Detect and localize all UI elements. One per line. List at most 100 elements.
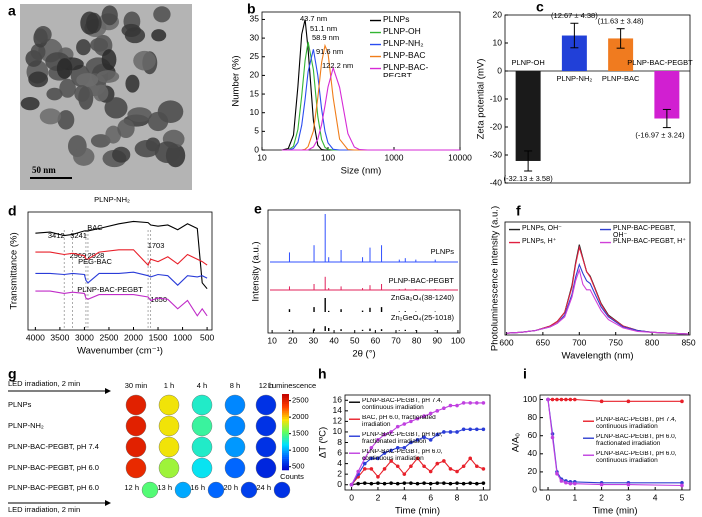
point	[475, 464, 479, 469]
point	[428, 481, 433, 486]
point	[369, 467, 374, 471]
marker-label: 2969	[70, 251, 87, 260]
series-label: PLNP-NH₂	[94, 195, 130, 204]
sample-well	[158, 436, 180, 458]
sample-well	[191, 415, 213, 437]
series-label: Zn₂GeO₄(25-1018)	[391, 313, 455, 322]
row-label: PLNPs	[8, 400, 32, 409]
particle	[76, 39, 91, 56]
legend-text-box: PLNP-BAC-PEGBT, pH 7.4, continuous irrad…	[362, 398, 443, 411]
x-tick-label: 100	[451, 335, 465, 345]
particle	[125, 74, 140, 93]
colorbar-cell	[282, 458, 289, 461]
particle	[133, 50, 156, 71]
point	[568, 481, 573, 486]
legend-label: PLNPs, OH⁻	[522, 225, 562, 232]
note: LED irradiation, 2 min	[8, 379, 80, 388]
marker-label: 1650	[150, 295, 167, 304]
panel-label: a	[8, 3, 16, 19]
colorbar-cell	[282, 405, 289, 408]
y-tick-label: 8	[337, 437, 342, 447]
y-axis-label: A/A₀	[511, 433, 522, 452]
legend-text-box: PLNP-BAC-PEGBT, H⁺	[613, 238, 686, 245]
colorbar-cell	[282, 462, 289, 465]
x-tick-label: 100	[321, 152, 335, 162]
sample-well	[224, 457, 246, 479]
point	[555, 397, 559, 402]
y-tick-label: -40	[490, 177, 503, 187]
y-tick-label: 20	[250, 70, 260, 80]
colorbar-cell	[282, 422, 289, 425]
legend-label: PLNP-BAC-PEGBT, pH 6.0, fractionated irr…	[362, 432, 443, 445]
sample-well	[191, 457, 213, 479]
particle	[96, 70, 120, 83]
marker-label: 2928	[88, 251, 105, 260]
x-tick-label: 2	[599, 492, 604, 502]
time-label: 4 h	[197, 381, 207, 390]
y-axis-label: Intensity (a.u.)	[251, 241, 262, 301]
sample-well	[125, 457, 147, 479]
panel-label: h	[318, 366, 327, 382]
plot-frame	[539, 394, 691, 491]
x-axis-label: Time (min)	[395, 506, 440, 517]
point	[442, 406, 446, 410]
point	[376, 438, 380, 442]
colorbar-cell	[282, 420, 289, 423]
point	[389, 448, 393, 453]
point	[435, 432, 440, 437]
panel-label: g	[8, 366, 17, 382]
sample-well	[191, 436, 213, 458]
point	[626, 482, 631, 487]
point	[409, 440, 413, 445]
point	[376, 456, 380, 461]
value-label: (-32.13 ± 3.58)	[504, 174, 554, 183]
particle	[59, 78, 76, 98]
series-label: PLNPs	[431, 247, 455, 256]
particle	[124, 27, 146, 44]
x-tick-label: 2500	[99, 332, 118, 342]
colorbar-cell	[282, 464, 289, 467]
x-axis-label: 2θ (°)	[352, 349, 375, 360]
legend-label: PLNP-BAC-PEGBT, pH 7.4, continuous irrad…	[362, 398, 443, 411]
point	[481, 481, 486, 485]
colorbar-cell	[282, 394, 289, 397]
point	[435, 461, 440, 466]
particle	[147, 111, 169, 132]
sample-well	[125, 436, 147, 458]
point	[422, 481, 426, 485]
y-axis-label: Number (%)	[231, 55, 242, 106]
series-line	[506, 267, 689, 335]
point	[468, 456, 473, 461]
time-label: 16 h	[190, 483, 205, 492]
particle	[151, 29, 167, 42]
colorbar-cell	[282, 430, 289, 433]
sample-well	[240, 481, 258, 499]
point	[395, 445, 400, 450]
y-tick-label: 25	[250, 51, 260, 61]
y-tick-label: 2	[337, 468, 342, 478]
colorbar-cell	[282, 401, 289, 404]
sample-well	[158, 457, 180, 479]
sample-well	[158, 415, 180, 437]
panel-label: b	[247, 1, 256, 17]
point	[475, 401, 479, 405]
colorbar-cell	[282, 416, 289, 419]
x-tick-label: 700	[572, 337, 586, 347]
point	[461, 464, 466, 469]
point	[402, 445, 407, 450]
y-tick-label: 40	[528, 448, 538, 458]
series-line	[35, 290, 208, 317]
legend-label: PLNP-BAC	[383, 51, 426, 60]
row-label: PLNP-BAC-PEGBT, pH 6.0	[8, 463, 99, 472]
sample-well	[224, 415, 246, 437]
point	[555, 471, 559, 476]
point	[448, 481, 453, 486]
point	[409, 419, 413, 424]
colorbar-title: Luminescence	[268, 381, 316, 390]
x-tick-label: 2000	[124, 332, 143, 342]
colorbar-cell	[282, 399, 289, 402]
colorbar-cell	[282, 433, 289, 437]
x-tick-label: 10	[267, 335, 277, 345]
x-tick-label: 650	[536, 337, 550, 347]
